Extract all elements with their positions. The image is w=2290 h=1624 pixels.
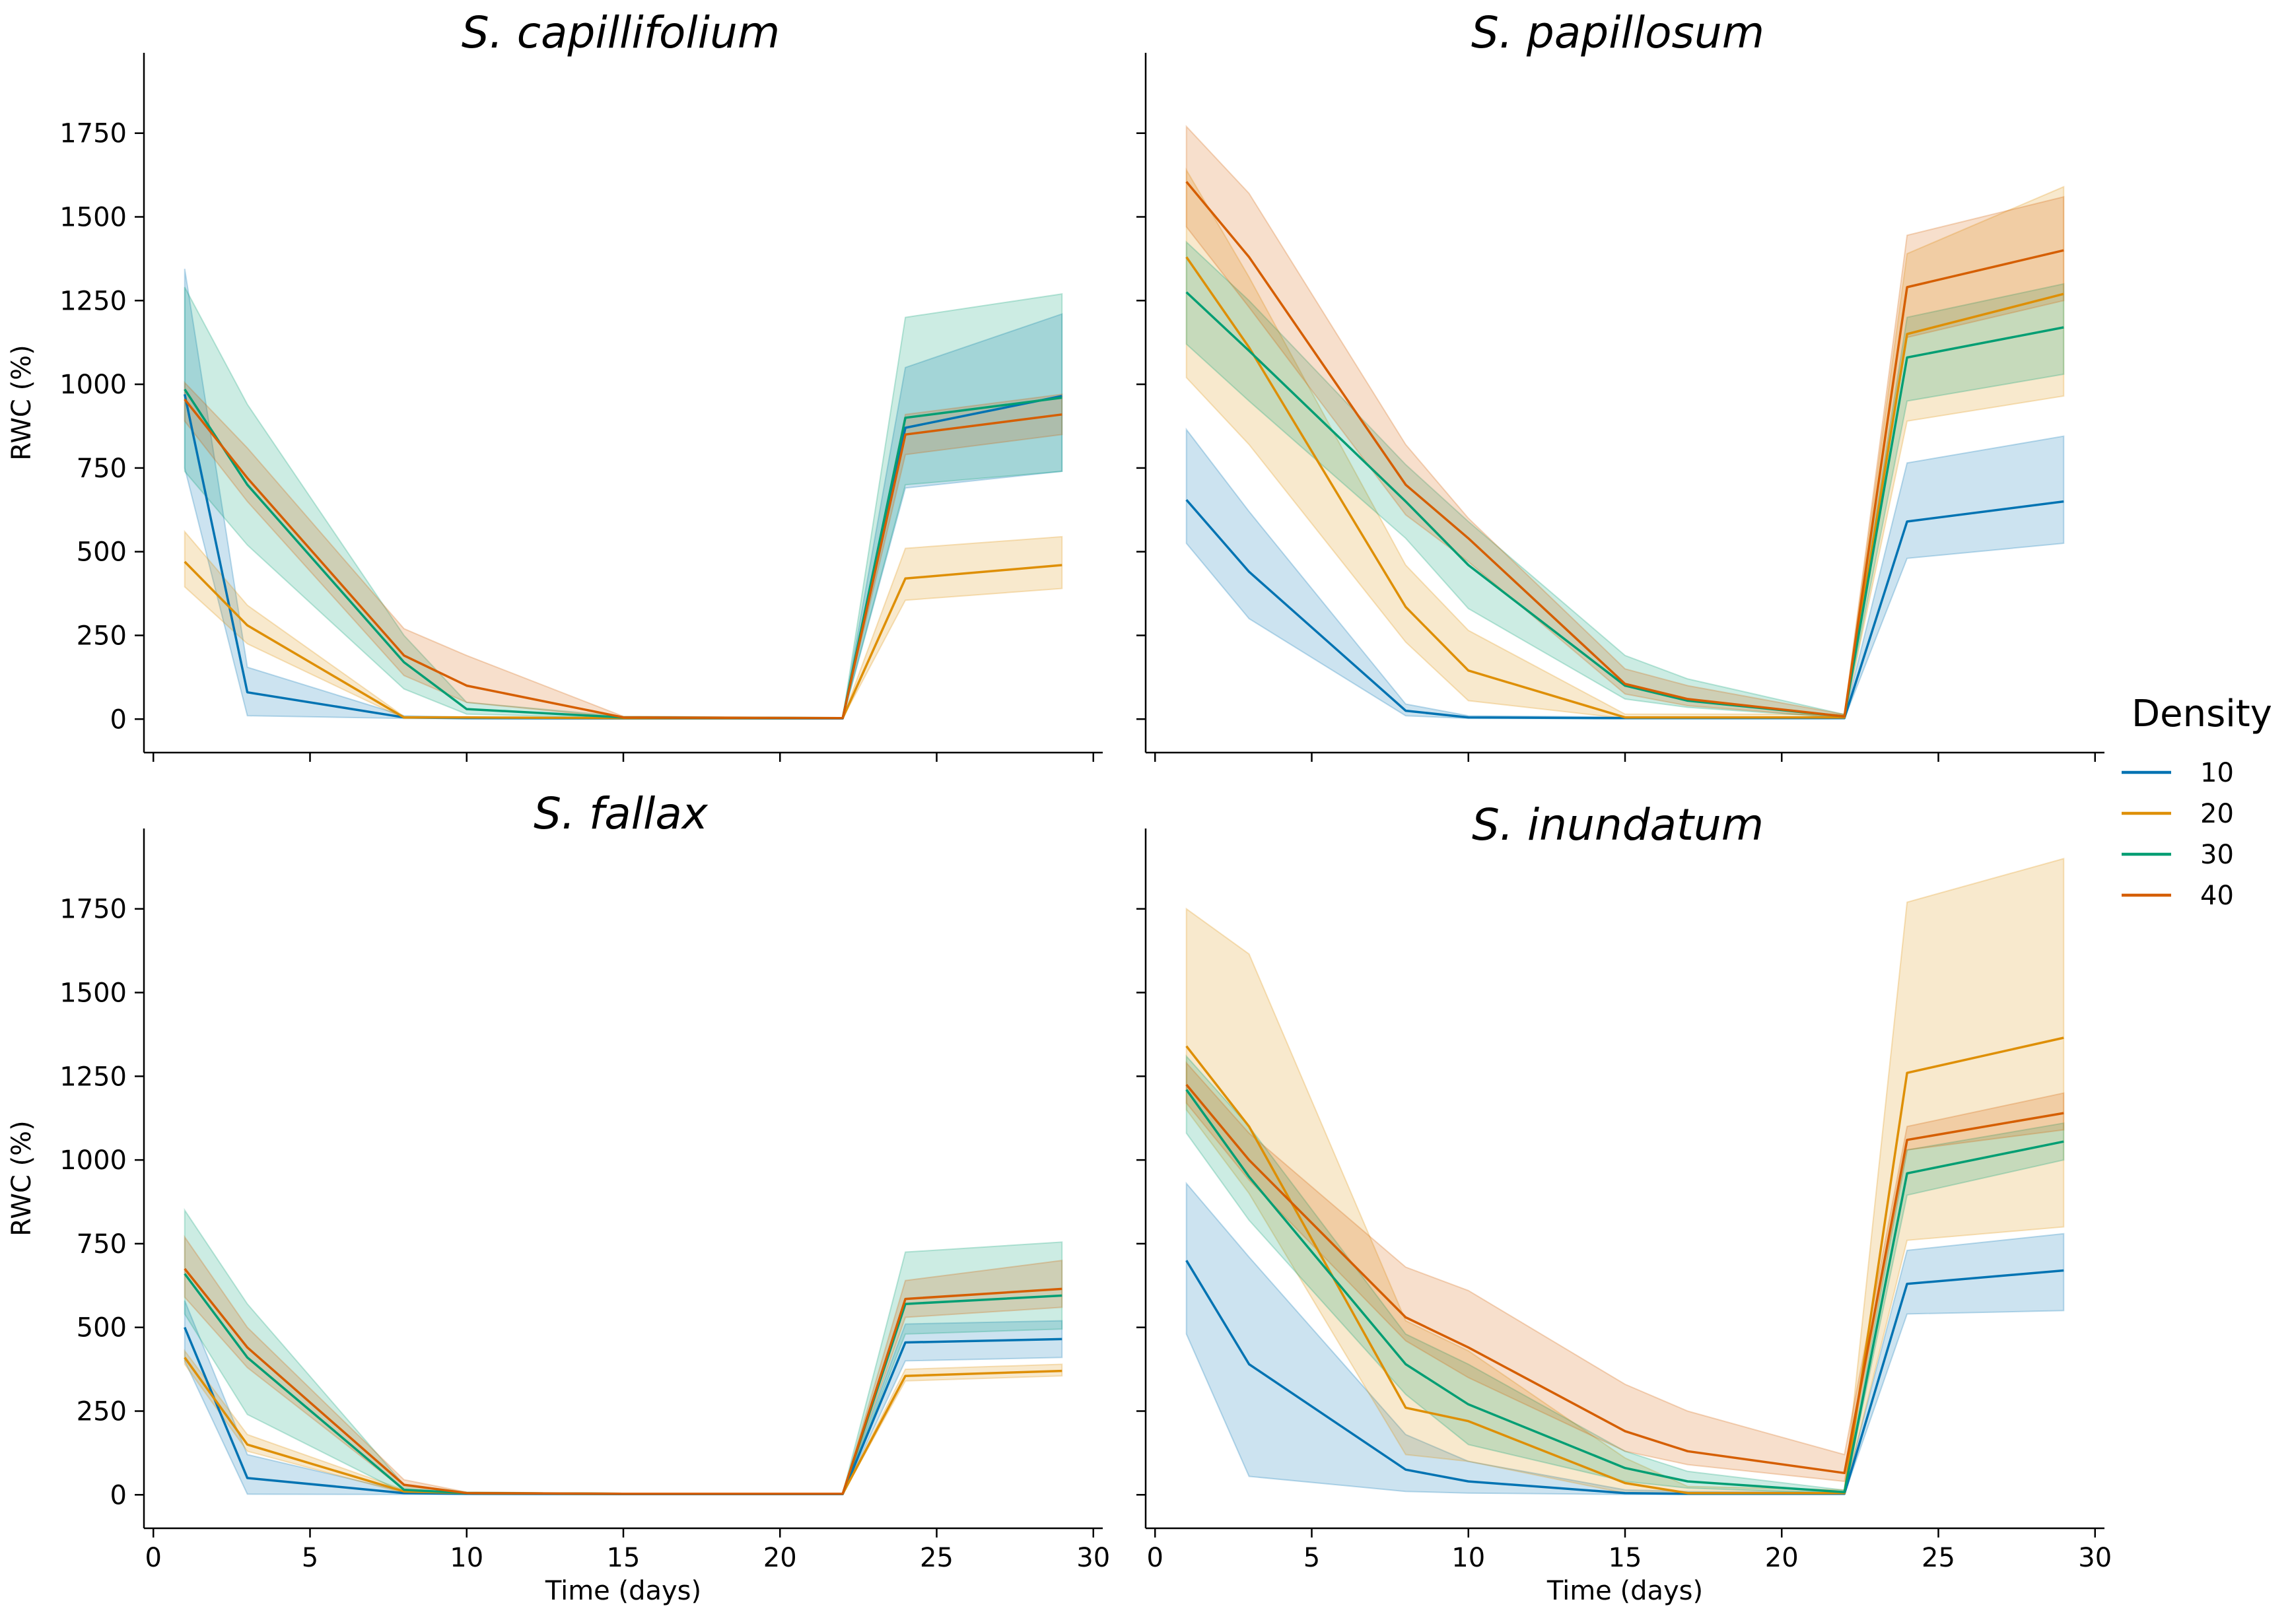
legend-entry: 30: [2122, 840, 2234, 870]
legend-label: 10: [2200, 758, 2234, 788]
x-tick-label: 30: [2078, 1543, 2112, 1573]
y-tick-label: 0: [110, 704, 127, 735]
panels: S. capillifolium025050075010001250150017…: [7, 7, 2112, 1606]
ci-band-30: [1185, 1054, 2065, 1495]
y-tick-label: 500: [77, 1313, 127, 1343]
y-tick-label: 250: [77, 621, 127, 651]
y-tick-label: 0: [110, 1480, 127, 1510]
x-tick-label: 10: [1451, 1543, 1485, 1573]
y-tick-label: 750: [77, 454, 127, 484]
x-tick-label: 25: [920, 1543, 954, 1573]
x-axis-label: Time (days): [1546, 1576, 1703, 1606]
x-tick-label: 0: [145, 1543, 162, 1573]
series-line-20: [184, 560, 1062, 720]
panel-title: S. capillifolium: [462, 7, 780, 58]
ci-band-10: [1185, 1181, 2065, 1495]
x-tick-label: 20: [1765, 1543, 1799, 1573]
series-line-40: [1185, 181, 2064, 718]
y-tick-label: 500: [77, 537, 127, 568]
series-line-10: [1185, 1260, 2064, 1495]
panel-title: S. fallax: [534, 788, 709, 839]
x-tick-label: 15: [607, 1543, 641, 1573]
legend-label: 40: [2200, 881, 2234, 911]
series-line-20: [1185, 1036, 2064, 1495]
y-tick-label: 1000: [59, 370, 127, 400]
y-tick-label: 250: [77, 1396, 127, 1427]
panel-3: S. inundatum 0 5 10 15 20 25 30 Time (days): [1136, 799, 2112, 1606]
y-axis-label: RWC (%): [7, 1120, 37, 1236]
series-line-30: [1185, 1089, 2064, 1493]
ci-band-20: [1185, 858, 2065, 1495]
x-tick-label: 25: [1922, 1543, 1955, 1573]
legend: Density 10 20 30 40: [2122, 693, 2272, 911]
series-line-40: [184, 398, 1062, 720]
legend-entry: 20: [2122, 799, 2234, 829]
x-tick-label: 20: [763, 1543, 797, 1573]
series-line-30: [184, 388, 1062, 720]
ci-band-40: [184, 381, 1063, 720]
x-axis-label: Time (days): [545, 1576, 701, 1606]
panel-0: S. capillifolium 0 250 500 750 1000 1250 1500 17…: [7, 7, 1103, 762]
x-tick-label: 10: [450, 1543, 483, 1573]
x-tick-label: 15: [1609, 1543, 1642, 1573]
ci-band-40: [184, 1235, 1063, 1495]
y-tick-label: 750: [77, 1229, 127, 1260]
series-line-30: [1185, 291, 2064, 718]
ci-band-30: [1185, 240, 2065, 719]
panel-title: S. papillosum: [1471, 7, 1764, 58]
x-tick-label: 0: [1147, 1543, 1163, 1573]
x-tick-label: 5: [1303, 1543, 1320, 1573]
x-tick-label: 5: [302, 1543, 318, 1573]
y-tick-label: 1250: [59, 286, 127, 316]
panel-2: S. fallax 0 250 500 750 1000 1250 1500 1750 0 5 10 1…: [7, 788, 1110, 1606]
legend-label: 30: [2200, 840, 2234, 870]
y-axis-label: RWC (%): [7, 345, 37, 461]
y-tick-label: 1000: [59, 1145, 127, 1176]
series-line-40: [184, 1268, 1062, 1495]
y-tick-label: 1500: [59, 978, 127, 1009]
y-tick-label: 1500: [59, 203, 127, 233]
legend-entry: 10: [2122, 758, 2234, 788]
ci-band-20: [1185, 167, 2065, 720]
panel-title: S. inundatum: [1472, 799, 1764, 850]
y-tick-label: 1750: [59, 119, 127, 149]
legend-entry: 40: [2122, 881, 2234, 911]
series-line-40: [1185, 1083, 2064, 1475]
y-tick-label: 1250: [59, 1062, 127, 1092]
series-line-20: [1185, 256, 2064, 719]
x-tick-label: 30: [1076, 1543, 1110, 1573]
ci-band-10: [1185, 427, 2065, 720]
legend-entries: 10 20 30 40: [2122, 758, 2234, 911]
legend-label: 20: [2200, 799, 2234, 829]
panel-1: S. papillosum: [1136, 7, 2104, 762]
legend-title: Density: [2132, 693, 2272, 735]
y-tick-label: 1750: [59, 895, 127, 925]
